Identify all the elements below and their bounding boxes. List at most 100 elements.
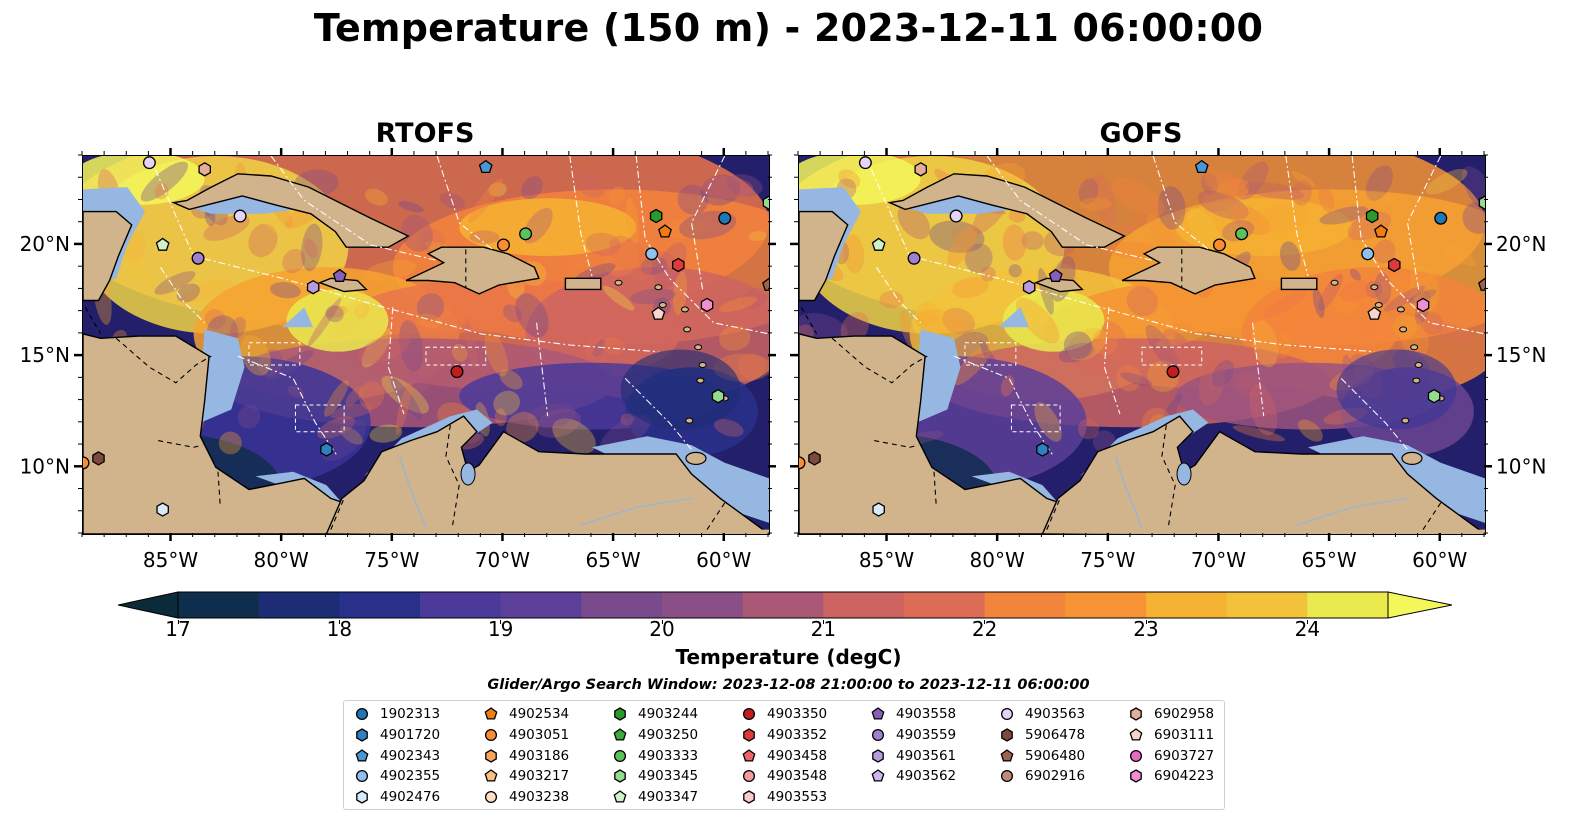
colorbar-label: Temperature (degC) bbox=[675, 645, 902, 669]
legend-label: 4903562 bbox=[896, 768, 957, 785]
float-marker-4903051 bbox=[83, 456, 90, 470]
legend-title: Glider/Argo Search Window: 2023-12-08 21… bbox=[487, 677, 1090, 693]
legend-marker-4902534 bbox=[484, 707, 498, 720]
legend-marker-4903559 bbox=[871, 728, 885, 741]
float-marker-4903350 bbox=[1166, 365, 1180, 379]
legend-label: 4903561 bbox=[896, 747, 957, 764]
float-marker-1902313 bbox=[718, 211, 732, 225]
legend-label: 6903727 bbox=[1154, 747, 1215, 764]
legend-label: 4902476 bbox=[380, 789, 441, 806]
figure-title: Temperature (150 m) - 2023-12-11 06:00:0… bbox=[313, 6, 1264, 50]
legend-label: 6903111 bbox=[1154, 726, 1215, 743]
float-marker-4901720 bbox=[320, 442, 333, 457]
legend-marker-4903238 bbox=[484, 791, 498, 804]
y-tick-label: 15°N bbox=[1496, 343, 1546, 367]
x-tick-label: 80°W bbox=[970, 548, 1025, 572]
float-marker-4902355 bbox=[1361, 247, 1375, 261]
x-tick-label: 60°W bbox=[696, 548, 751, 572]
x-tick-label: 60°W bbox=[1412, 548, 1467, 572]
legend-marker-6902958 bbox=[1130, 707, 1142, 721]
float-marker-4902343 bbox=[1194, 159, 1209, 174]
legend-marker-4903352 bbox=[743, 728, 755, 742]
legend-label: 4903051 bbox=[509, 726, 570, 743]
legend-marker-4903217 bbox=[484, 769, 498, 782]
float-marker-4903244 bbox=[1365, 208, 1379, 224]
float-marker-4903563 bbox=[233, 209, 247, 223]
legend-label: 4903458 bbox=[767, 747, 828, 764]
y-tick-label: 20°N bbox=[20, 232, 70, 256]
x-tick-label: 85°W bbox=[143, 548, 198, 572]
float-marker-4903352 bbox=[671, 257, 685, 273]
legend-marker-4903345 bbox=[614, 769, 626, 784]
float-marker-4902476 bbox=[872, 502, 885, 517]
y-tick-label: 20°N bbox=[1496, 232, 1546, 256]
legend-label: 4903347 bbox=[638, 789, 699, 806]
float-marker-4902355 bbox=[645, 247, 659, 261]
gofs-map bbox=[798, 155, 1486, 535]
float-marker-4902534 bbox=[658, 224, 672, 238]
float-marker-4903345 bbox=[1427, 388, 1441, 404]
legend-label: 1902313 bbox=[380, 706, 441, 722]
float-marker-4903559 bbox=[191, 251, 205, 265]
legend-marker-4901720 bbox=[356, 728, 368, 742]
legend-label: 6904223 bbox=[1154, 768, 1215, 785]
x-tick-label: 75°W bbox=[1080, 548, 1135, 572]
float-marker-4902476 bbox=[156, 502, 169, 517]
y-tick-label: 10°N bbox=[20, 454, 70, 478]
legend-marker-4903244 bbox=[614, 707, 626, 721]
float-marker-4903051 bbox=[496, 238, 510, 252]
y-tick-label: 15°N bbox=[20, 343, 70, 367]
y-tick-label: 10°N bbox=[1496, 454, 1546, 478]
x-tick-label: 80°W bbox=[254, 548, 309, 572]
legend-label: 5906480 bbox=[1025, 747, 1086, 764]
rtofs-map bbox=[82, 155, 770, 535]
legend-label: 4903244 bbox=[638, 706, 699, 722]
float-marker-4903345 bbox=[1478, 195, 1485, 210]
float-marker-4903347 bbox=[155, 237, 170, 251]
legend-marker-6903111 bbox=[1129, 727, 1143, 741]
float-marker-4903333 bbox=[519, 227, 533, 241]
float-marker-4903563 bbox=[142, 156, 156, 170]
float-marker-4903350 bbox=[450, 365, 464, 379]
x-tick-label: 65°W bbox=[1301, 548, 1356, 572]
float-marker-4903558 bbox=[1048, 268, 1063, 282]
legend-label: 4902355 bbox=[380, 768, 441, 785]
legend-marker-4903347 bbox=[613, 790, 627, 803]
legend-label: 4903553 bbox=[767, 789, 828, 806]
float-marker-6904223 bbox=[700, 297, 714, 313]
float-marker-4903345 bbox=[762, 195, 769, 210]
legend-marker-4903350 bbox=[742, 707, 756, 721]
float-marker-4903051 bbox=[1212, 238, 1226, 252]
x-tick-label: 70°W bbox=[1191, 548, 1246, 572]
float-marker-4903561 bbox=[306, 279, 320, 295]
legend-marker-4902476 bbox=[356, 790, 368, 804]
legend-label: 6902958 bbox=[1154, 706, 1215, 722]
x-tick-label: 85°W bbox=[859, 548, 914, 572]
legend-marker-4903562 bbox=[871, 769, 885, 782]
panel-title-gofs: GOFS bbox=[1099, 118, 1183, 149]
float-marker-4903563 bbox=[949, 209, 963, 223]
legend-label: 4903186 bbox=[509, 747, 570, 764]
legend-marker-4903333 bbox=[613, 749, 627, 762]
float-marker-5906478 bbox=[92, 451, 105, 466]
legend-marker-4903553 bbox=[743, 790, 755, 804]
legend-label: 4903558 bbox=[896, 706, 957, 722]
float-marker-5906480 bbox=[762, 277, 769, 291]
float-marker-4902534 bbox=[1374, 224, 1388, 238]
legend-label: 4903548 bbox=[767, 768, 828, 785]
legend-label: 4903559 bbox=[896, 726, 957, 743]
x-tick-label: 65°W bbox=[585, 548, 640, 572]
float-legend: 1902313 4901720 4902343 4902355 4902476 49025… bbox=[343, 700, 1225, 810]
legend-marker-6903727 bbox=[1129, 749, 1143, 762]
float-marker-6902958 bbox=[198, 162, 211, 177]
x-tick-label: 70°W bbox=[475, 548, 530, 572]
float-marker-4903347 bbox=[871, 237, 886, 251]
legend-label: 6902916 bbox=[1025, 768, 1086, 785]
float-marker-6904223 bbox=[1416, 297, 1430, 313]
legend-marker-4903051 bbox=[484, 728, 498, 741]
legend-marker-4903186 bbox=[485, 748, 497, 763]
float-marker-5906478 bbox=[808, 451, 821, 466]
float-marker-4903051 bbox=[799, 456, 806, 470]
legend-marker-4903561 bbox=[872, 748, 884, 763]
legend-label: 4903238 bbox=[509, 789, 570, 806]
